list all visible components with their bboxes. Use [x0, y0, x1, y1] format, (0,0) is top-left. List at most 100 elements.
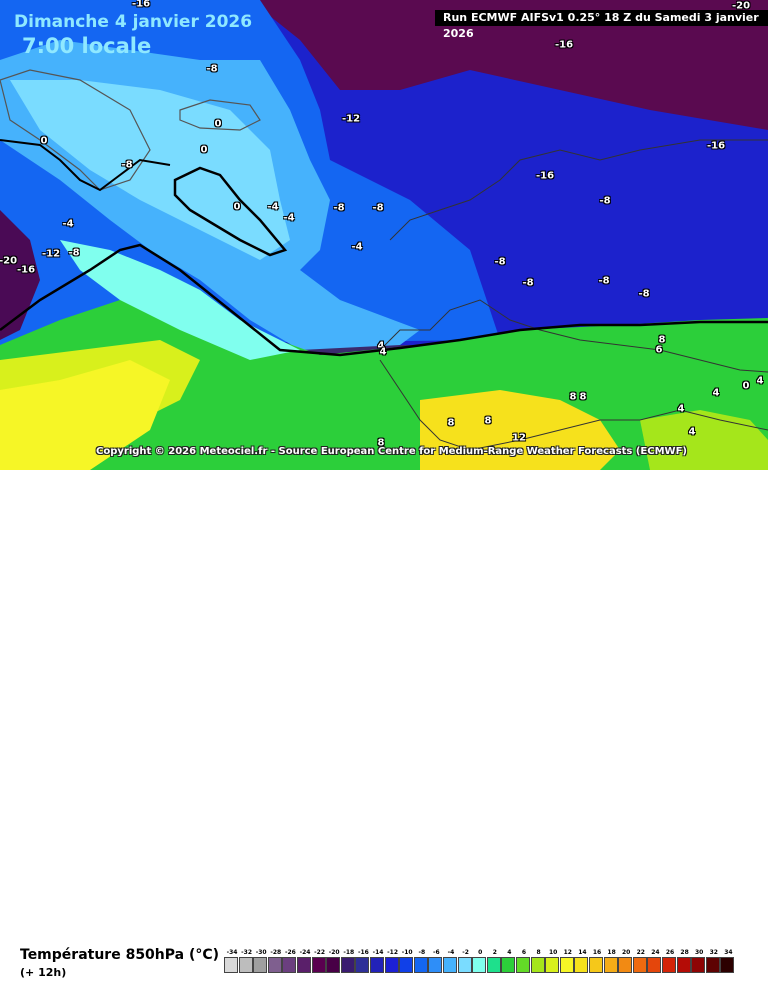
legend-swatch	[662, 957, 676, 973]
forecast-step: (+ 12h)	[20, 966, 67, 979]
legend-value: -18	[343, 949, 355, 956]
legend-swatch	[413, 957, 428, 973]
legend-value: 34	[724, 949, 733, 956]
contour-label: -20	[0, 255, 18, 267]
legend-swatch	[545, 957, 560, 973]
legend-value: -26	[284, 949, 296, 956]
legend-item: 30	[691, 948, 707, 973]
legend-swatch	[253, 957, 268, 973]
legend-value: 16	[592, 949, 602, 956]
legend-item: 8	[530, 948, 547, 973]
legend-item: 32	[705, 948, 722, 973]
contour-label: -8	[522, 277, 534, 289]
legend-swatch	[589, 957, 603, 973]
legend-value: -10	[401, 949, 413, 956]
coastline-mediterranean	[379, 299, 768, 373]
legend-item: -18	[340, 948, 357, 973]
contour-label: -12	[341, 113, 361, 125]
legend-value: -2	[462, 949, 469, 956]
legend-swatch	[676, 957, 691, 973]
legend-item: 28	[676, 948, 693, 973]
contour-label: 8	[658, 334, 666, 346]
run-info: Run ECMWF AIFSv1 0.25° 18 Z du Samedi 3 …	[435, 10, 768, 40]
legend-item: 24	[647, 948, 663, 973]
legend-swatch	[472, 957, 487, 973]
legend-swatch	[457, 957, 472, 973]
coastline-north	[389, 139, 768, 241]
legend-item: 12	[559, 948, 576, 973]
contour-label: 0	[214, 118, 222, 130]
legend-value: 30	[695, 949, 704, 956]
legend-item: 10	[545, 948, 561, 973]
legend-swatch	[355, 957, 370, 973]
legend-item: -2	[457, 948, 474, 973]
yellow-region-west	[0, 360, 170, 470]
cold-region-west	[0, 210, 40, 340]
legend-swatch	[705, 957, 720, 973]
legend-value: 22	[636, 949, 645, 956]
contour-label: -8	[372, 202, 384, 214]
legend-value: 4	[507, 949, 512, 956]
contour-label: 0	[742, 380, 750, 392]
contour-label: -8	[638, 288, 650, 300]
legend-swatch	[311, 957, 326, 973]
legend-item: -20	[326, 948, 342, 973]
legend-swatch	[326, 957, 341, 973]
legend-item: 18	[603, 948, 620, 973]
legend-swatch	[530, 957, 545, 973]
contour-label: -8	[494, 256, 506, 268]
contour-label: 12	[512, 432, 526, 444]
legend-swatch	[224, 957, 238, 973]
legend-item: 34	[720, 948, 736, 973]
legend-swatch	[384, 957, 399, 973]
contour-label: 0	[200, 144, 208, 156]
legend-value: 8	[536, 949, 541, 956]
legend-value: 20	[622, 949, 631, 956]
legend-swatch	[647, 957, 662, 973]
legend-value: -28	[270, 949, 282, 956]
legend-item: -26	[282, 948, 298, 973]
legend-item: 6	[516, 948, 532, 973]
contour-label: -16	[706, 140, 726, 152]
contour-label: 8	[569, 391, 577, 403]
legend-swatch	[399, 957, 414, 973]
contour-label: -8	[121, 159, 133, 171]
legend-swatch	[720, 957, 735, 973]
legend-item: 2	[486, 948, 503, 973]
legend-value: -4	[447, 949, 455, 956]
legend-item: -24	[297, 948, 313, 973]
legend-item: 22	[632, 948, 649, 973]
legend-item: -4	[443, 948, 459, 973]
legend-item: -22	[311, 948, 328, 973]
contour-label: 8	[447, 417, 455, 429]
contour-label: 8	[579, 391, 587, 403]
legend-swatch	[267, 957, 282, 973]
contour-label: -16	[16, 264, 36, 276]
contour-label: 4	[677, 403, 685, 415]
contour-label: -16	[131, 0, 151, 10]
contour-label: -4	[283, 212, 295, 224]
coastline-africa	[379, 359, 768, 451]
legend-value: 28	[680, 949, 689, 956]
legend-value: 26	[665, 949, 675, 956]
map-canvas	[0, 0, 768, 470]
greenland-outline	[0, 69, 151, 191]
legend-swatch	[370, 957, 384, 973]
teal-region	[60, 240, 300, 360]
legend-value: 10	[549, 949, 558, 956]
contour-label: 4	[756, 375, 764, 387]
legend-item: 14	[574, 948, 590, 973]
contour-label: 8	[484, 415, 492, 427]
legend-item: 16	[589, 948, 605, 973]
legend-value: 12	[563, 949, 572, 956]
contour-label: 4	[377, 340, 385, 352]
legend-value: 32	[709, 949, 718, 956]
legend-value: 14	[578, 949, 587, 956]
contour-label: 4	[688, 426, 696, 438]
contour-label: -8	[333, 202, 345, 214]
contour-label: 4	[712, 387, 720, 399]
contour-label: -20	[731, 0, 751, 12]
legend-swatch	[428, 957, 443, 973]
contour-label: -4	[351, 241, 363, 253]
legend-item: 20	[618, 948, 634, 973]
